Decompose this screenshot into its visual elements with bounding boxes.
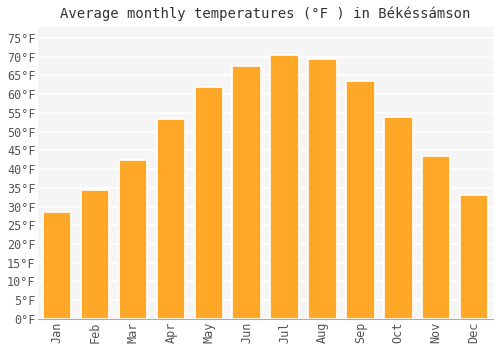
- Bar: [384, 117, 412, 319]
- Bar: [194, 87, 223, 319]
- Bar: [232, 66, 261, 319]
- Bar: [270, 55, 299, 319]
- Title: Average monthly temperatures (°F ) in Békéssámson: Average monthly temperatures (°F ) in Bé…: [60, 7, 471, 21]
- Bar: [156, 119, 185, 319]
- Bar: [422, 156, 450, 319]
- Bar: [460, 195, 488, 319]
- Bar: [346, 81, 374, 319]
- Bar: [43, 212, 72, 319]
- Bar: [81, 190, 110, 319]
- Bar: [119, 160, 147, 319]
- Bar: [308, 58, 336, 319]
